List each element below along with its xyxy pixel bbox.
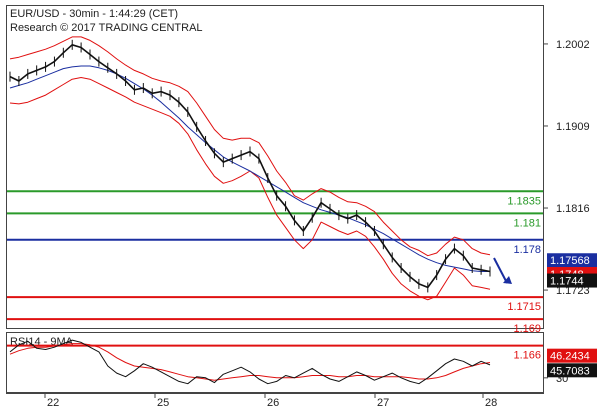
y-tick-label: 1.2002 [556, 39, 590, 51]
rsi-ma-line [9, 343, 491, 381]
indicator-tag: 46.2434 [550, 351, 590, 363]
price-tag-box [547, 273, 597, 288]
price-tag: 1.1744 [550, 276, 584, 288]
price-tag-box [547, 253, 597, 268]
price-line [9, 43, 491, 289]
x-tick-label: 27 [377, 397, 389, 409]
level-label: 1.169 [513, 323, 541, 335]
projection-arrow-head [503, 276, 512, 284]
x-tick-label: 28 [485, 397, 497, 409]
chart-credit: Research © 2017 TRADING CENTRAL [10, 22, 203, 34]
y-tick-label: 1.1723 [556, 285, 590, 297]
x-tick-label: 22 [47, 397, 59, 409]
projection-arrow-line [493, 257, 508, 284]
lower-band-line [9, 77, 491, 301]
y-tick-label: 1.1816 [556, 203, 590, 215]
level-label: 1.1835 [507, 195, 541, 207]
indicator-tag-box [547, 363, 597, 378]
moving-average-line [9, 65, 490, 272]
levels-layer: 1.1835 1.181 1.178 1.1715 1.169 1.166 [7, 190, 543, 362]
indicator-panel-frame [6, 332, 544, 393]
chart-title: EUR/USD - 30min - 1:44:29 (CET) [10, 8, 178, 20]
price-panel-frame [6, 5, 544, 329]
rsi-line [9, 339, 491, 385]
y-tick-label: 1.1909 [556, 121, 590, 133]
x-tick-label: 26 [267, 397, 279, 409]
level-label: 1.166 [513, 350, 541, 362]
series-layer [9, 36, 491, 385]
indicator-tag-box [547, 348, 597, 363]
x-tick-label: 25 [157, 397, 169, 409]
indicator-tag: 45.7083 [550, 365, 590, 377]
upper-band-line [9, 36, 491, 257]
level-label: 1.1715 [507, 301, 541, 313]
level-label: 1.178 [513, 244, 541, 256]
level-label: 1.181 [513, 217, 541, 229]
price-tag: 1.17568 [550, 255, 590, 267]
